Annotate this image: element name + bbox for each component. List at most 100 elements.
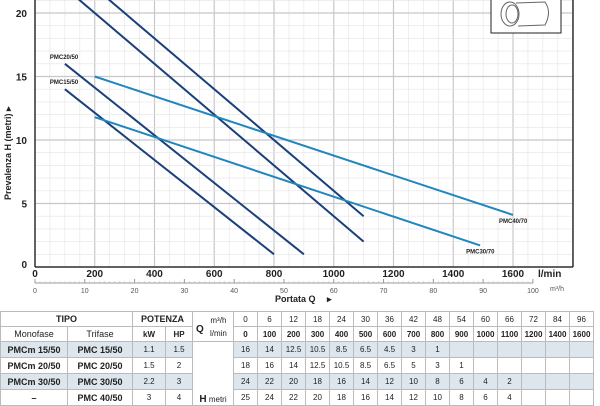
lmin-value: 600 bbox=[377, 326, 402, 342]
lmin-value: 700 bbox=[401, 326, 426, 342]
series-label: PMC30/70 bbox=[466, 249, 495, 255]
power-kw: 1.1 bbox=[132, 341, 166, 358]
head-value bbox=[569, 341, 594, 358]
head-value bbox=[521, 357, 546, 374]
head-value: 16 bbox=[257, 357, 282, 374]
x-axis-arrow: ▸ bbox=[326, 294, 332, 304]
head-value bbox=[569, 389, 594, 406]
monofase-model: – bbox=[0, 389, 68, 406]
lmin-value: 800 bbox=[425, 326, 450, 342]
head-value bbox=[545, 373, 570, 390]
series-label: PMC20/50 bbox=[50, 55, 79, 61]
series-label: PMC15/50 bbox=[50, 80, 79, 86]
monofase-model: PMCm 20/50 bbox=[0, 357, 68, 374]
series-line-pmc40-50 bbox=[107, 0, 365, 217]
table-row: – PMC 40/50 3 4 25 24 22 20 18 16 14 12 10 8 6 4 bbox=[0, 389, 594, 406]
q-label: Q bbox=[196, 323, 204, 335]
x2-tick-label: 20 bbox=[131, 288, 139, 295]
head-value: 8.5 bbox=[329, 341, 354, 358]
head-value bbox=[521, 389, 546, 406]
x2-tick-label: 70 bbox=[380, 288, 388, 295]
trifase-model: PMC 40/50 bbox=[67, 389, 133, 406]
head-value: 18 bbox=[329, 389, 354, 406]
header-kw: kW bbox=[132, 326, 166, 342]
m3h-value: 18 bbox=[305, 311, 330, 327]
head-value: 1 bbox=[449, 357, 474, 374]
series-line-pmc30-70 bbox=[94, 116, 481, 247]
header-trifase: Trifase bbox=[67, 326, 133, 342]
m3h-value: 42 bbox=[401, 311, 426, 327]
x-axis-label: Portata Q bbox=[275, 294, 316, 304]
lmin-value: 1600 bbox=[569, 326, 594, 342]
x2-tick-label: 90 bbox=[479, 288, 487, 295]
x2-tick-label: 40 bbox=[230, 288, 238, 295]
head-value: 10.5 bbox=[329, 357, 354, 374]
series-label: PMC40/70 bbox=[499, 219, 528, 225]
head-value: 12.5 bbox=[281, 341, 306, 358]
power-hp: 4 bbox=[165, 389, 193, 406]
x-tick-label: 0 bbox=[32, 269, 38, 280]
head-value bbox=[545, 357, 570, 374]
header-hp: HP bbox=[165, 326, 193, 342]
head-value bbox=[449, 341, 474, 358]
head-value: 4 bbox=[473, 373, 498, 390]
power-hp: 2 bbox=[165, 357, 193, 374]
trifase-model: PMC 20/50 bbox=[67, 357, 133, 374]
header-monofase: Monofase bbox=[0, 326, 68, 342]
head-value: 12 bbox=[401, 389, 426, 406]
x2-tick-label: 0 bbox=[33, 288, 37, 295]
trifase-model: PMC 30/50 bbox=[67, 373, 133, 390]
head-value bbox=[545, 389, 570, 406]
head-value: 14 bbox=[257, 341, 282, 358]
series-line-pmc15-50 bbox=[64, 88, 275, 256]
x2-tick-label: 80 bbox=[429, 288, 437, 295]
head-value: 24 bbox=[233, 373, 258, 390]
lmin-value: 100 bbox=[257, 326, 282, 342]
power-kw: 2.2 bbox=[132, 373, 166, 390]
lmin-value: 0 bbox=[233, 326, 258, 342]
q-lmin-label: l/min bbox=[209, 328, 227, 338]
table-row: PMCm 30/50 PMC 30/50 2.2 3 24 22 20 18 16 14 12 10 8… bbox=[0, 373, 594, 390]
head-value: 18 bbox=[305, 373, 330, 390]
head-value: 10 bbox=[401, 373, 426, 390]
x-tick-label: 1600 bbox=[502, 269, 525, 280]
head-value: 8 bbox=[425, 373, 450, 390]
series-line-pmc30-50 bbox=[77, 0, 365, 243]
power-hp: 1.5 bbox=[165, 341, 193, 358]
power-kw: 1.5 bbox=[132, 357, 166, 374]
x2-tick-label: 60 bbox=[330, 288, 338, 295]
head-value: 8.5 bbox=[353, 357, 378, 374]
x2-tick-label: 50 bbox=[280, 288, 288, 295]
h-label: H metri bbox=[192, 341, 234, 406]
head-value: 8 bbox=[449, 389, 474, 406]
head-value: 14 bbox=[353, 373, 378, 390]
m3h-value: 72 bbox=[521, 311, 546, 327]
lmin-value: 300 bbox=[305, 326, 330, 342]
head-value: 5 bbox=[401, 357, 426, 374]
head-value: 6 bbox=[449, 373, 474, 390]
m3h-value: 84 bbox=[545, 311, 570, 327]
head-value: 22 bbox=[257, 373, 282, 390]
head-value: 6 bbox=[473, 389, 498, 406]
x2-unit-label: m³/h bbox=[550, 286, 564, 293]
head-value: 16 bbox=[233, 341, 258, 358]
power-kw: 3 bbox=[132, 389, 166, 406]
head-value bbox=[569, 357, 594, 374]
head-value: 24 bbox=[257, 389, 282, 406]
pump-illustration bbox=[490, 0, 562, 34]
series-line-pmc40-70 bbox=[94, 75, 514, 216]
table-row: PMCm 15/50 PMC 15/50 1.1 1.5 H metri 16 14 12.5… bbox=[0, 341, 594, 406]
m3h-value: 12 bbox=[281, 311, 306, 327]
head-value bbox=[473, 357, 498, 374]
m3h-value: 30 bbox=[353, 311, 378, 327]
y-tick-label: 10 bbox=[16, 136, 28, 147]
lmin-value: 1200 bbox=[521, 326, 546, 342]
head-value: 16 bbox=[329, 373, 354, 390]
lmin-value: 1100 bbox=[497, 326, 522, 342]
y-axis-label: Prevalenza H (metri) ▸ bbox=[3, 106, 13, 200]
y-tick-label: 5 bbox=[21, 200, 27, 211]
head-value: 3 bbox=[425, 357, 450, 374]
table-row: PMCm 20/50 PMC 20/50 1.5 2 18 16 14 12.5 10.5 8.5… bbox=[0, 357, 594, 374]
